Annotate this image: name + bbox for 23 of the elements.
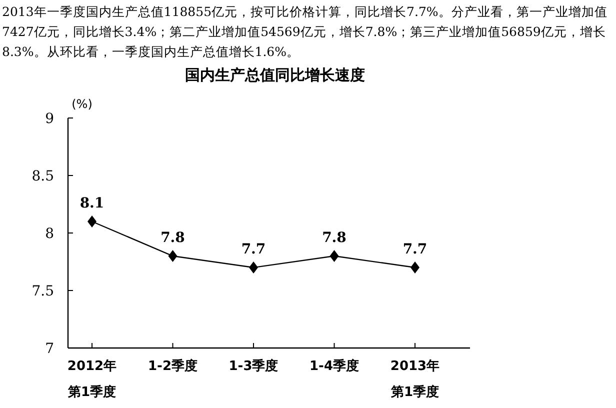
data-label: 7.7 xyxy=(402,242,428,258)
point xyxy=(330,250,339,262)
x-tick-label: 1-4季度 xyxy=(310,358,359,374)
y-tick-label: 8 xyxy=(45,226,54,242)
data-label: 8.1 xyxy=(80,196,104,212)
x-tick-label: 2012年第1季度 xyxy=(66,359,117,400)
x-tick-label: 2013年第1季度 xyxy=(390,359,440,400)
point xyxy=(410,262,420,274)
y-tick-label: 8.5 xyxy=(32,168,54,184)
y-tick-label: 7 xyxy=(45,341,54,357)
data-label: 7.8 xyxy=(322,230,346,246)
x-tick-label: 1-2季度 xyxy=(148,358,198,374)
y-tick-label: 9 xyxy=(45,111,54,127)
chart-title: 国内生产总值同比增长速度 xyxy=(185,66,365,84)
data-label: 7.8 xyxy=(160,230,185,246)
x-tick-label: 1-3季度 xyxy=(228,358,278,374)
data-label: 7.7 xyxy=(241,242,266,258)
point xyxy=(88,216,96,228)
point xyxy=(168,250,178,262)
y-axis-title: (%) xyxy=(72,97,92,111)
point xyxy=(249,262,258,274)
y-tick-label: 7.5 xyxy=(32,284,54,300)
text: 2013年一季度国内生产总值118855亿元，按可比价格计算，同比增长7.7%。分产业看，第一产业增加值7427亿元，同比增长3.4%；第二产业增加值54569亿元，增长7.8%；第三产业增加值56859亿元，增长8.3%。从环比看，一季度国内生产总值增长1.6%。 xyxy=(2,3,608,61)
